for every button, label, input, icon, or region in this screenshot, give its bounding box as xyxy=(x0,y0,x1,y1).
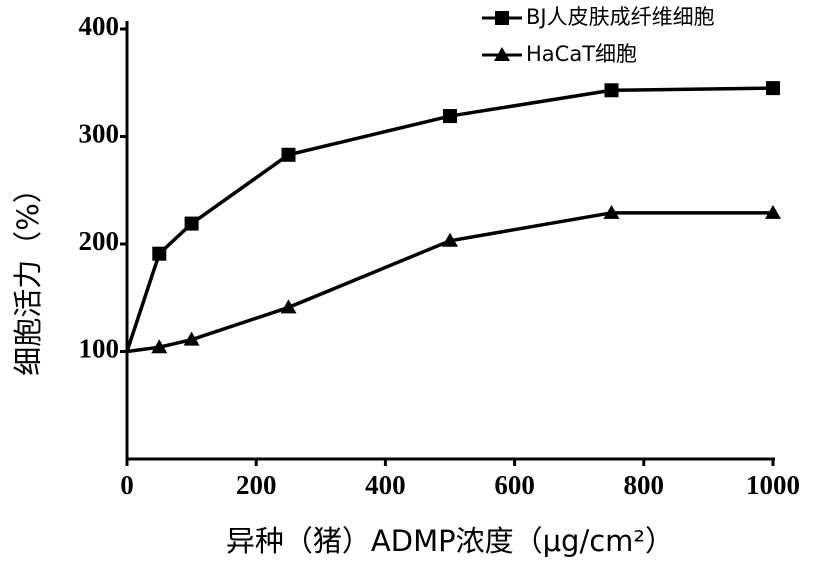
x-tick-label: 600 xyxy=(494,470,535,500)
series-line xyxy=(125,86,774,353)
data-point xyxy=(765,204,781,219)
y-tick-label: 300 xyxy=(79,119,120,149)
legend-label: BJ人皮肤成纤维细胞 xyxy=(526,5,715,29)
data-point xyxy=(280,299,297,314)
y-tick-label: 400 xyxy=(79,11,120,41)
x-axis-label: 异种（猪）ADMP浓度（μg/cm²） xyxy=(226,524,674,558)
legend-marker xyxy=(495,11,509,25)
data-point xyxy=(603,204,620,219)
x-tick-label: 0 xyxy=(120,470,134,500)
y-tick-label: 100 xyxy=(79,334,120,364)
data-point xyxy=(604,83,619,98)
data-point xyxy=(766,81,780,96)
data-point xyxy=(442,232,458,247)
y-axis-label: 细胞活力（%） xyxy=(11,174,45,376)
data-point xyxy=(443,109,457,124)
legend-label: HaCaT细胞 xyxy=(526,42,637,66)
x-tick-label: 1000 xyxy=(746,470,800,500)
x-tick-label: 200 xyxy=(236,470,277,500)
x-tick-label: 800 xyxy=(624,470,665,500)
x-tick-label: 400 xyxy=(365,470,406,500)
data-point xyxy=(151,339,168,354)
data-point xyxy=(184,216,199,231)
legend-marker xyxy=(494,47,510,61)
data-point xyxy=(281,147,296,162)
data-point xyxy=(183,331,200,346)
data-point xyxy=(152,246,167,261)
y-tick-label: 200 xyxy=(79,226,120,256)
